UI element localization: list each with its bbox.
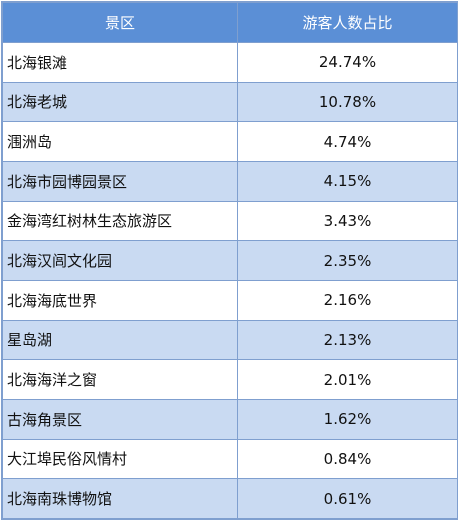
table-row: 金海湾红树林生态旅游区 3.43% [2,200,458,242]
cell-share: 24.74% [237,42,458,83]
cell-share: 0.84% [237,438,458,480]
cell-area: 古海角景区 [2,398,238,440]
cell-share: 2.13% [237,319,458,361]
scenic-area-share-table: 景区 游客人数占比 北海银滩 24.74% 北海老城 10.78% 涠洲岛 4.… [2,2,458,519]
cell-area: 北海市园博园景区 [2,160,238,202]
header-area: 景区 [2,2,238,43]
table-row: 北海海洋之窗 2.01% [2,359,458,400]
cell-share: 0.61% [237,478,458,519]
cell-area: 星岛湖 [2,319,238,361]
table-row: 北海海底世界 2.16% [2,279,458,321]
table-row: 星岛湖 2.13% [2,319,458,361]
cell-area: 北海银滩 [2,42,238,83]
cell-share: 3.43% [237,200,458,242]
table-row: 古海角景区 1.62% [2,398,458,440]
cell-area: 北海汉闾文化园 [2,240,238,281]
table-row: 北海银滩 24.74% [2,42,458,83]
cell-area: 金海湾红树林生态旅游区 [2,200,238,242]
cell-area: 北海海洋之窗 [2,359,238,400]
cell-share: 10.78% [237,81,458,123]
cell-area: 涠洲岛 [2,121,238,162]
table-row: 北海老城 10.78% [2,81,458,123]
cell-share: 4.15% [237,160,458,202]
cell-area: 北海老城 [2,81,238,123]
table-row: 大江埠民俗风情村 0.84% [2,438,458,480]
cell-share: 4.74% [237,121,458,162]
cell-share: 2.01% [237,359,458,400]
cell-share: 2.35% [237,240,458,281]
cell-area: 北海南珠博物馆 [2,478,238,519]
table-row: 北海汉闾文化园 2.35% [2,240,458,281]
table-row: 涠洲岛 4.74% [2,121,458,162]
cell-share: 1.62% [237,398,458,440]
table-row: 北海南珠博物馆 0.61% [2,478,458,519]
cell-share: 2.16% [237,279,458,321]
table-header-row: 景区 游客人数占比 [2,2,458,43]
table-row: 北海市园博园景区 4.15% [2,160,458,202]
cell-area: 北海海底世界 [2,279,238,321]
cell-area: 大江埠民俗风情村 [2,438,238,480]
header-share: 游客人数占比 [237,2,458,43]
